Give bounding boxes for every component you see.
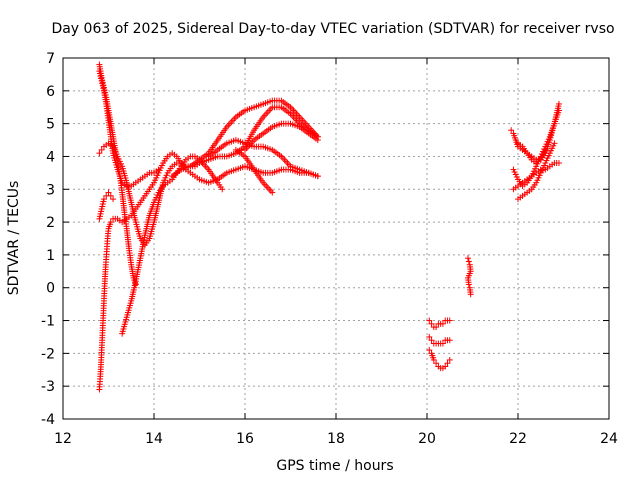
x-tick-label: 12 [54,431,72,447]
y-tick-label: -4 [41,412,55,428]
chart-title: Day 063 of 2025, Sidereal Day-to-day VTE… [51,21,614,37]
data-point [555,100,562,107]
y-tick-label: 7 [46,51,55,67]
y-tick-label: -3 [41,379,55,395]
data-point [98,146,105,153]
data-point [105,189,112,196]
data-point [433,324,440,331]
x-tick-label: 20 [418,431,436,447]
x-tick-label: 24 [600,431,618,447]
data-point [446,356,453,363]
y-tick-label: 2 [46,215,55,231]
x-tick-label: 14 [145,431,163,447]
data-point [446,337,453,344]
data-point [426,317,433,324]
data-point [314,173,321,180]
x-tick-label: 22 [509,431,527,447]
data-point [107,219,114,226]
y-tick-label: -1 [41,314,55,330]
y-tick-label: 1 [46,248,55,264]
data-point [508,127,515,134]
data-point [444,360,451,367]
data-point [219,186,226,193]
y-axis-label: SDTVAR / TECUs [6,181,22,296]
data-point [467,291,474,298]
y-tick-label: -2 [41,346,55,362]
y-tick-label: 4 [46,149,55,165]
data-point [542,146,549,153]
plot-frame [62,57,610,420]
data-point [446,317,453,324]
data-point [442,363,449,370]
data-point [314,137,321,144]
y-tick-label: 6 [46,84,55,100]
x-tick-label: 16 [236,431,254,447]
data-point [555,160,562,167]
data-point [269,189,276,196]
y-tick-label: 5 [46,117,55,133]
data-point [465,258,472,265]
data-point [107,192,114,199]
data-point [433,360,440,367]
data-point [96,150,103,157]
data-points [96,61,562,393]
data-point [426,347,433,354]
data-point [551,140,558,147]
data-point [110,196,117,203]
data-point [428,337,435,344]
x-axis-label: GPS time / hours [276,458,393,474]
y-tick-label: 3 [46,182,55,198]
data-point [430,356,437,363]
data-point [439,340,446,347]
data-point [555,107,562,114]
data-point [465,281,472,288]
y-tick-label: 0 [46,281,55,297]
data-point [100,196,107,203]
data-point [426,333,433,340]
x-tick-label: 18 [327,431,345,447]
data-point [439,320,446,327]
data-point [464,255,471,262]
data-point [428,320,435,327]
